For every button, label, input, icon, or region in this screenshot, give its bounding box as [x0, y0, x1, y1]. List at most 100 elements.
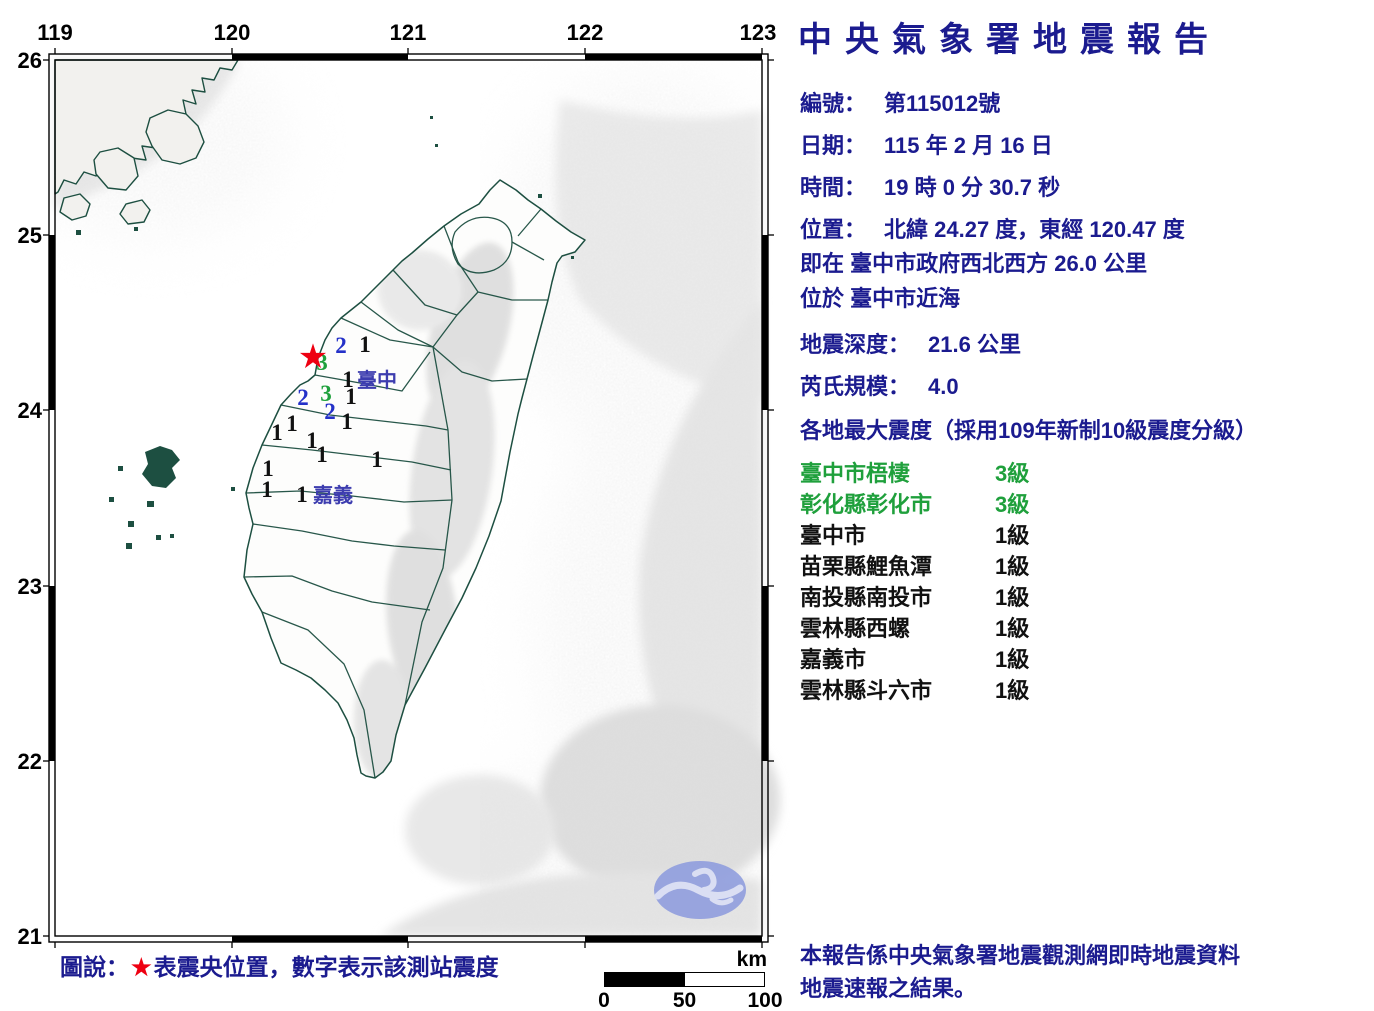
- report-depth-value: 21.6 公里: [928, 332, 1021, 357]
- report-magnitude-line: 芮氏規模： 4.0: [800, 369, 959, 401]
- station-intensity-number: 1: [296, 482, 308, 507]
- city-label: 臺中: [357, 368, 397, 392]
- report-time-value: 19 時 0 分 30.7 秒: [884, 175, 1061, 200]
- station-intensity-number: 1: [286, 411, 298, 436]
- axis-tick-label-lat: 24: [18, 398, 43, 423]
- report-footer-line2: 地震速報之結果。: [800, 976, 977, 1001]
- intensity-list: 臺中市梧棲 3級 彰化縣彰化市 3級 臺中市 1級 苗栗縣鯉魚潭 1級 南投縣南投市 1級 雲林縣西…: [800, 456, 1120, 704]
- report-time-label: 時間：: [800, 175, 867, 200]
- intensity-level: 1級: [995, 647, 1030, 672]
- axis-tick-label-lat: 25: [18, 223, 42, 248]
- scale-bar-graphic: [604, 972, 765, 987]
- intensity-row: 臺中市 1級: [800, 518, 1120, 549]
- axis-tick-label-lon: 123: [740, 20, 777, 45]
- intensity-level: 3級: [995, 461, 1030, 486]
- intensity-level: 1級: [995, 523, 1030, 548]
- axis-tick-label-lat: 23: [18, 574, 42, 599]
- scale-tick-50: 50: [672, 989, 697, 1011]
- station-intensity-number: 1: [345, 384, 357, 409]
- intensity-row: 彰化縣彰化市 3級: [800, 487, 1120, 518]
- scale-tick-100: 100: [747, 989, 783, 1011]
- station-intensity-number: 1: [261, 477, 273, 502]
- intensity-level: 1級: [995, 554, 1030, 579]
- intensity-level: 1級: [995, 616, 1030, 641]
- intensity-station-name: 彰化縣彰化市: [800, 492, 933, 517]
- station-intensity-number: 1: [359, 332, 371, 357]
- station-intensity-number: 2: [297, 385, 309, 410]
- intensity-level: 3級: [995, 492, 1030, 517]
- map-legend: 圖說：★表震央位置，數字表示該測站震度: [60, 948, 499, 982]
- station-intensity-number: 1: [371, 447, 383, 472]
- intensity-row: 南投縣南投市 1級: [800, 580, 1120, 611]
- report-depth-line: 地震深度： 21.6 公里: [800, 327, 1021, 359]
- intensity-row: 苗栗縣鯉魚潭 1級: [800, 549, 1120, 580]
- report-date-value: 115 年 2 月 16 日: [884, 133, 1053, 158]
- report-location-label: 位置：: [800, 217, 867, 242]
- intensity-station-name: 南投縣南投市: [800, 585, 933, 610]
- report-location-value: 北緯 24.27 度，東經 120.47 度: [884, 217, 1185, 242]
- station-intensity-number: 1: [306, 428, 318, 453]
- axis-tick-label-lon: 120: [214, 20, 251, 45]
- city-label: 嘉義: [312, 483, 353, 507]
- intensity-level: 1級: [995, 585, 1030, 610]
- station-intensity-number: 3: [316, 350, 328, 375]
- report-number-value: 第115012號: [884, 91, 1001, 116]
- intensity-header: 各地最大震度（採用109年新制10級震度分級）: [800, 418, 1258, 443]
- intensity-row: 雲林縣西螺 1級: [800, 611, 1120, 642]
- axis-tick-label-lat: 21: [18, 924, 42, 949]
- scale-segment-white: [684, 973, 764, 986]
- intensity-station-name: 苗栗縣鯉魚潭: [800, 554, 933, 579]
- scale-ticks: 0 50 100: [598, 989, 782, 1011]
- intensity-row: 臺中市梧棲 3級: [800, 456, 1120, 487]
- report-footer-line1: 本報告係中央氣象署地震觀測網即時地震資料: [800, 943, 1241, 968]
- axis-tick-label-lon: 119: [37, 20, 73, 45]
- legend-prefix: 圖說：: [60, 954, 129, 980]
- report-depth-label: 地震深度：: [800, 332, 911, 357]
- cwa-logo-watermark: [654, 861, 746, 919]
- axis-tick-label-lat: 26: [18, 48, 42, 73]
- intensity-station-name: 雲林縣西螺: [800, 616, 911, 641]
- report-magnitude-label: 芮氏規模：: [800, 374, 911, 399]
- mainland-coast: [54, 59, 239, 235]
- station-intensity-number: 1: [342, 367, 354, 392]
- intensity-row: 嘉義市 1級: [800, 642, 1120, 673]
- scale-tick-0: 0: [598, 989, 610, 1011]
- report-title: 中央氣象署地震報告: [798, 21, 1221, 59]
- county-borders: [243, 208, 548, 779]
- epicenter-star-legend-icon: ★: [131, 954, 152, 980]
- intensity-station-name: 雲林縣斗六市: [800, 678, 933, 703]
- station-intensity-number: 1: [316, 442, 328, 467]
- station-intensity-number: 2: [335, 333, 347, 358]
- report-magnitude-value: 4.0: [928, 374, 959, 399]
- report-number-line: 編號： 第115012號: [800, 86, 1000, 118]
- intensity-station-name: 臺中市: [800, 523, 867, 548]
- intensity-station-name: 臺中市梧棲: [800, 461, 911, 486]
- station-intensity-number: 3: [320, 381, 332, 406]
- station-intensity-number: 1: [341, 409, 353, 434]
- axis-tick-label-lat: 22: [18, 749, 42, 774]
- intensity-level: 1級: [995, 678, 1030, 703]
- station-intensity-number: 1: [271, 420, 283, 445]
- report-location-area: 位於 臺中市近海: [800, 286, 961, 311]
- legend-text: 表震央位置，數字表示該測站震度: [153, 954, 499, 980]
- report-number-label: 編號：: [800, 91, 867, 116]
- penghu-islands: [109, 116, 574, 549]
- report-date-line: 日期： 115 年 2 月 16 日: [800, 128, 1053, 160]
- station-intensity-number: 1: [262, 456, 274, 481]
- axis-tick-label-lon: 121: [390, 20, 427, 45]
- report-time-line: 時間： 19 時 0 分 30.7 秒: [800, 170, 1060, 202]
- station-intensity-number: 2: [324, 399, 336, 424]
- report-date-label: 日期：: [800, 133, 867, 158]
- scale-bar: km 0 50 100: [598, 948, 782, 1011]
- scale-segment-black: [605, 973, 685, 986]
- axis-tick-label-lon: 122: [567, 20, 604, 45]
- intensity-station-name: 嘉義市: [800, 647, 867, 672]
- epicenter-star: ★: [298, 338, 328, 376]
- report-location-relative: 即在 臺中市政府西北西方 26.0 公里: [800, 251, 1148, 276]
- scale-unit-label: km: [736, 948, 767, 971]
- intensity-row: 雲林縣斗六市 1級: [800, 673, 1120, 704]
